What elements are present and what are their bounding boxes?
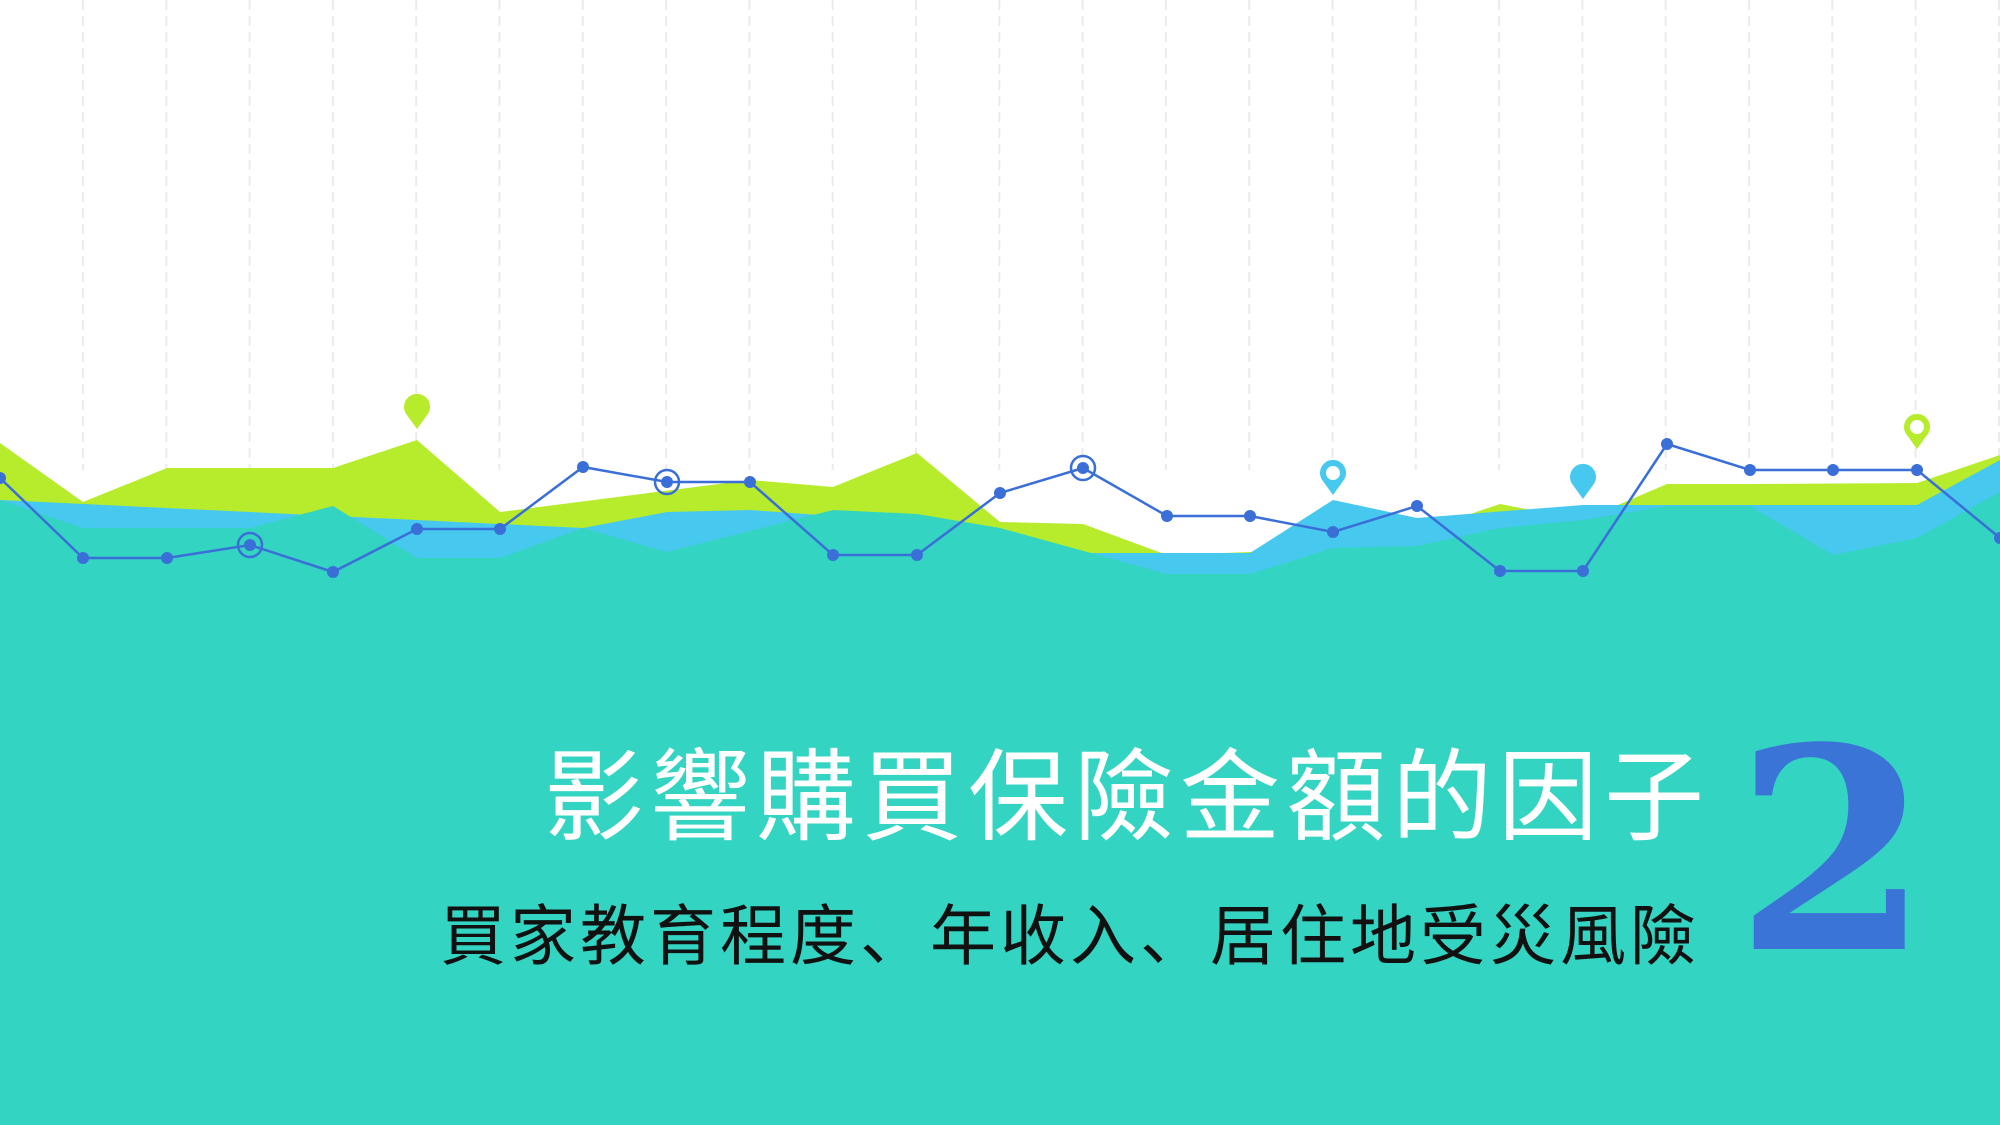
target-ring-icon <box>653 468 681 496</box>
slide-subtitle: 買家教育程度、年收入、居住地受災風險 <box>440 898 1700 975</box>
trend-point <box>827 549 839 561</box>
trend-point <box>1911 464 1923 476</box>
trend-point <box>911 549 923 561</box>
trend-point <box>327 566 339 578</box>
trend-line-points <box>0 438 2000 578</box>
slide-title: 影響購買保險金額的因子 <box>544 739 1710 856</box>
map-pin-icon <box>1904 413 1931 449</box>
section-number: 2 <box>1735 687 1930 1016</box>
map-pin-icon <box>1320 459 1346 495</box>
trend-point <box>1494 565 1506 577</box>
trend-point <box>1327 526 1339 538</box>
trend-point <box>1744 464 1756 476</box>
trend-point <box>744 476 756 488</box>
target-ring-icon <box>1069 454 1097 482</box>
trend-point <box>244 539 256 551</box>
trend-point <box>1161 510 1173 522</box>
trend-point <box>661 476 673 488</box>
trend-point <box>494 523 506 535</box>
target-ring-icon <box>236 531 264 559</box>
map-pin-icon <box>1570 463 1596 499</box>
trend-point <box>77 552 89 564</box>
trend-point <box>577 461 589 473</box>
trend-point <box>1411 500 1423 512</box>
teal-area <box>0 492 2000 1125</box>
trend-point <box>1994 532 2000 544</box>
map-pins <box>404 393 1931 499</box>
trend-point <box>0 472 6 484</box>
trend-point <box>1077 462 1089 474</box>
map-pin-icon <box>404 393 430 429</box>
target-rings <box>236 454 1097 559</box>
trend-point <box>161 552 173 564</box>
trend-point <box>1244 510 1256 522</box>
trend-point <box>1577 565 1589 577</box>
trend-point <box>1661 438 1673 450</box>
vertical-gridlines <box>82 0 2000 470</box>
trend-point <box>411 523 423 535</box>
trend-point <box>1827 464 1839 476</box>
trend-point <box>994 487 1006 499</box>
